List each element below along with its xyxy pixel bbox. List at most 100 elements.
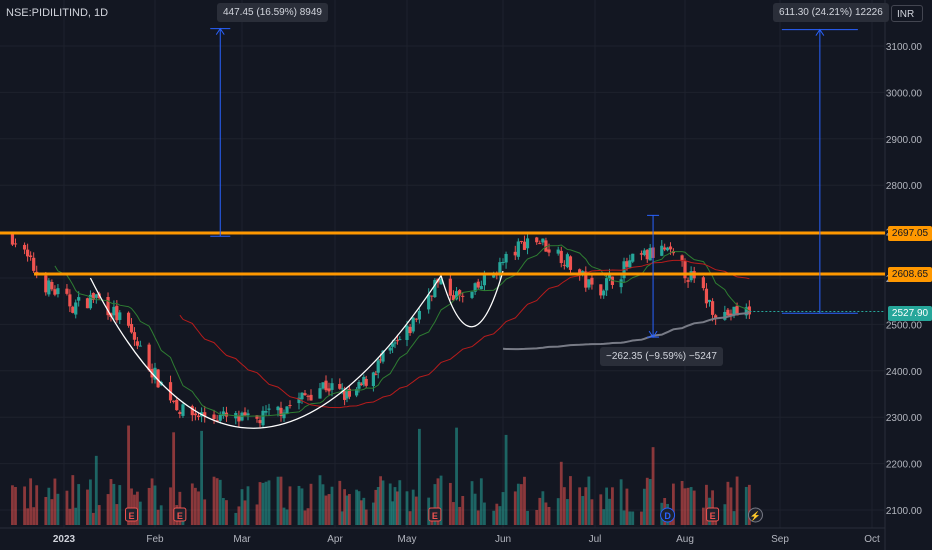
volume-bar — [439, 475, 443, 525]
candle-body — [288, 405, 292, 407]
candle-body — [458, 290, 462, 296]
candle-body — [663, 247, 667, 250]
volume-bar — [566, 499, 569, 525]
symbol-title[interactable]: NSE:PIDILITIND, 1D — [6, 7, 109, 19]
candle-body — [193, 413, 197, 416]
volume-bar — [622, 510, 626, 525]
candle-body — [668, 246, 673, 250]
volume-bar — [448, 482, 452, 525]
volume-bar — [599, 494, 603, 525]
volume-bar — [147, 487, 151, 525]
candle-body — [501, 262, 505, 264]
volume-bar — [50, 499, 54, 525]
candle-body — [710, 301, 715, 315]
candle-body — [44, 275, 48, 293]
volume-bar — [686, 487, 690, 525]
candle-body — [704, 288, 709, 304]
event-marker-label: E — [432, 511, 438, 521]
x-tick-label: Aug — [676, 534, 694, 545]
candle-body — [13, 243, 18, 245]
candle-body — [541, 238, 545, 243]
volume-bar — [321, 484, 325, 525]
candle-body — [439, 278, 443, 285]
currency-selector[interactable]: INR — [891, 5, 923, 22]
candle-body — [126, 312, 131, 326]
volume-bar — [411, 489, 415, 525]
candle-body — [237, 415, 241, 422]
candle-body — [374, 373, 378, 375]
candle-body — [562, 264, 566, 266]
event-marker — [660, 507, 676, 523]
volume-bar — [255, 504, 259, 525]
volume-bar — [109, 479, 113, 525]
volume-bar — [723, 504, 727, 525]
candle-body — [258, 420, 262, 424]
volume-bar — [689, 487, 693, 525]
event-marker — [428, 507, 442, 522]
candle-body — [393, 342, 397, 344]
candle-body — [71, 306, 75, 313]
candle-body — [345, 390, 349, 399]
volume-bar — [279, 476, 283, 525]
volume-bar — [578, 487, 582, 525]
candle-body — [85, 298, 90, 309]
volume-bar — [417, 428, 421, 525]
volume-bar — [360, 500, 363, 525]
ma-medium — [179, 259, 750, 409]
candle-body — [94, 294, 98, 298]
volume-bar — [388, 483, 392, 525]
volume-bar — [393, 487, 397, 525]
candle-body — [243, 412, 247, 416]
candle-body — [433, 279, 437, 298]
candle-body — [648, 247, 652, 261]
candle-body — [729, 313, 733, 316]
candle-body — [362, 376, 366, 385]
candle-body — [178, 412, 182, 414]
volume-bar — [433, 484, 437, 525]
event-marker-label: E — [129, 511, 135, 521]
volume-bar — [602, 509, 606, 525]
volume-bar — [225, 500, 228, 525]
volume-bar — [35, 485, 39, 525]
volume-bar — [215, 478, 219, 525]
volume-bar — [492, 510, 496, 525]
candle-body — [175, 399, 179, 411]
candle-body — [642, 250, 646, 255]
volume-bar — [374, 489, 378, 525]
candle-body — [115, 305, 119, 321]
measure-label-left: 447.45 (16.59%) 8949 — [217, 3, 328, 22]
volume-bar — [169, 487, 172, 525]
volume-bar — [221, 497, 225, 525]
candle-body — [454, 291, 459, 300]
candle-body — [190, 406, 194, 416]
volume-bar — [300, 488, 304, 525]
volume-bar — [71, 475, 75, 525]
volume-bar — [324, 495, 328, 525]
candle-body — [689, 271, 693, 281]
volume-bar — [398, 480, 402, 525]
volume-bar — [541, 491, 545, 525]
volume-bar — [172, 432, 176, 525]
current-price-label: 2527.90 — [888, 306, 932, 321]
candle-body — [680, 255, 684, 262]
volume-bar — [520, 484, 523, 525]
volume-bar — [338, 480, 342, 525]
volume-bar — [476, 510, 480, 525]
candle-body — [605, 278, 609, 291]
candle-body — [371, 372, 375, 387]
volume-bar — [77, 484, 81, 525]
candle-body — [264, 411, 268, 413]
candle-body — [714, 315, 718, 319]
volume-bar — [156, 509, 160, 525]
event-marker — [125, 507, 139, 522]
candle-body — [327, 388, 331, 392]
volume-bar — [683, 488, 687, 525]
candle-body — [276, 406, 280, 411]
volume-bar — [26, 508, 30, 525]
volume-bar — [127, 425, 130, 525]
measure-label-right: 611.30 (24.21%) 12226 — [773, 3, 889, 22]
candle-body — [732, 306, 736, 315]
candle-body — [451, 295, 456, 301]
x-tick-label: Mar — [233, 534, 251, 545]
